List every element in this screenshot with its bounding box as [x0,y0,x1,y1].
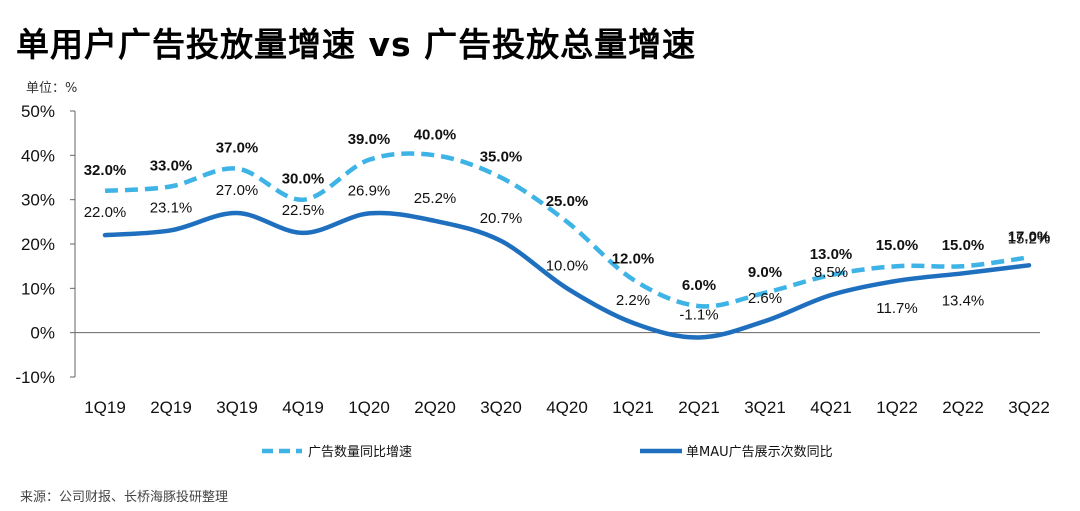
series-layer [102,151,1032,340]
chart-title: 单用户广告投放量增速 vs 广告投放总量增速 [16,25,697,64]
data-label: 25.0% [546,193,589,210]
y-tick-label: 30% [21,191,55,210]
y-tick-label: 40% [21,146,55,165]
x-tick-label: 4Q20 [546,398,588,417]
y-tick-label: 10% [21,279,55,298]
data-label: 22.5% [282,202,325,219]
legend-label: 广告数量同比增速 [308,445,412,460]
x-tick-label: 1Q19 [84,398,126,417]
data-label: 11.7% [876,300,917,317]
data-label: 27.0% [216,182,259,199]
x-tick-label: 3Q22 [1008,398,1050,417]
data-label: 12.0% [612,250,655,267]
data-label: 20.7% [480,210,523,227]
data-label: 13.4% [942,292,985,309]
y-unit-label: 单位：% [26,81,77,96]
data-label: 15.0% [942,237,985,254]
data-label: 26.9% [348,182,391,199]
series-line-ad-impressions-per-mau [102,210,1032,340]
data-label: 2.6% [748,290,782,307]
data-label: 25.2% [414,190,457,207]
data-label: 23.1% [150,199,193,216]
x-tick-label: 2Q20 [414,398,456,417]
data-label: 22.0% [84,204,127,221]
y-tick-label: 50% [21,102,55,121]
data-label: 8.5% [814,264,848,281]
x-tick-label: 3Q20 [480,398,522,417]
data-label: 15.2% [1008,230,1051,247]
x-tick-label: 2Q19 [150,398,192,417]
x-tick-label: 4Q19 [282,398,324,417]
x-tick-label: 3Q21 [744,398,786,417]
y-tick-label: 0% [30,324,55,343]
y-axis: 50% 40% 30% 20% 10% 0% -10% [15,102,76,387]
series-line-ad-volume [104,151,1030,309]
data-label-layer: 32.0% 33.0% 37.0% 30.0% 39.0% 40.0% 35.0% 25.0%… [84,126,1051,323]
x-tick-label: 4Q21 [810,398,852,417]
data-label: 39.0% [348,131,391,148]
data-label: 2.2% [616,292,650,309]
data-label: 6.0% [682,277,716,294]
data-label: 15.0% [876,237,919,254]
x-tick-label: 1Q22 [876,398,918,417]
x-tick-label: 1Q20 [348,398,390,417]
x-axis: 1Q19 2Q19 3Q19 4Q19 1Q20 2Q20 3Q20 4Q20 1Q21 2Q21… [75,332,1050,417]
y-tick-label: 20% [21,235,55,254]
x-tick-label: 2Q21 [678,398,720,417]
legend-label: 单MAU广告展示次数同比 [686,444,833,460]
data-label: -1.1% [679,307,718,324]
data-label: 30.0% [282,171,325,188]
data-label: 9.0% [748,264,782,281]
data-label: 10.0% [546,257,589,274]
data-label: 37.0% [216,140,259,157]
data-label: 13.0% [810,246,853,263]
y-tick-label: -10% [15,368,55,387]
legend: 广告数量同比增速 单MAU广告展示次数同比 [262,444,833,460]
x-tick-label: 2Q22 [942,398,984,417]
data-label: 32.0% [84,162,127,179]
data-label: 33.0% [150,157,193,174]
data-label: 17.0% [1008,228,1051,245]
source-note: 来源：公司财报、长桥海豚投研整理 [20,490,229,505]
data-label: 35.0% [480,149,523,166]
x-tick-label: 3Q19 [216,398,258,417]
x-tick-label: 1Q21 [612,398,654,417]
data-label: 40.0% [414,126,457,143]
